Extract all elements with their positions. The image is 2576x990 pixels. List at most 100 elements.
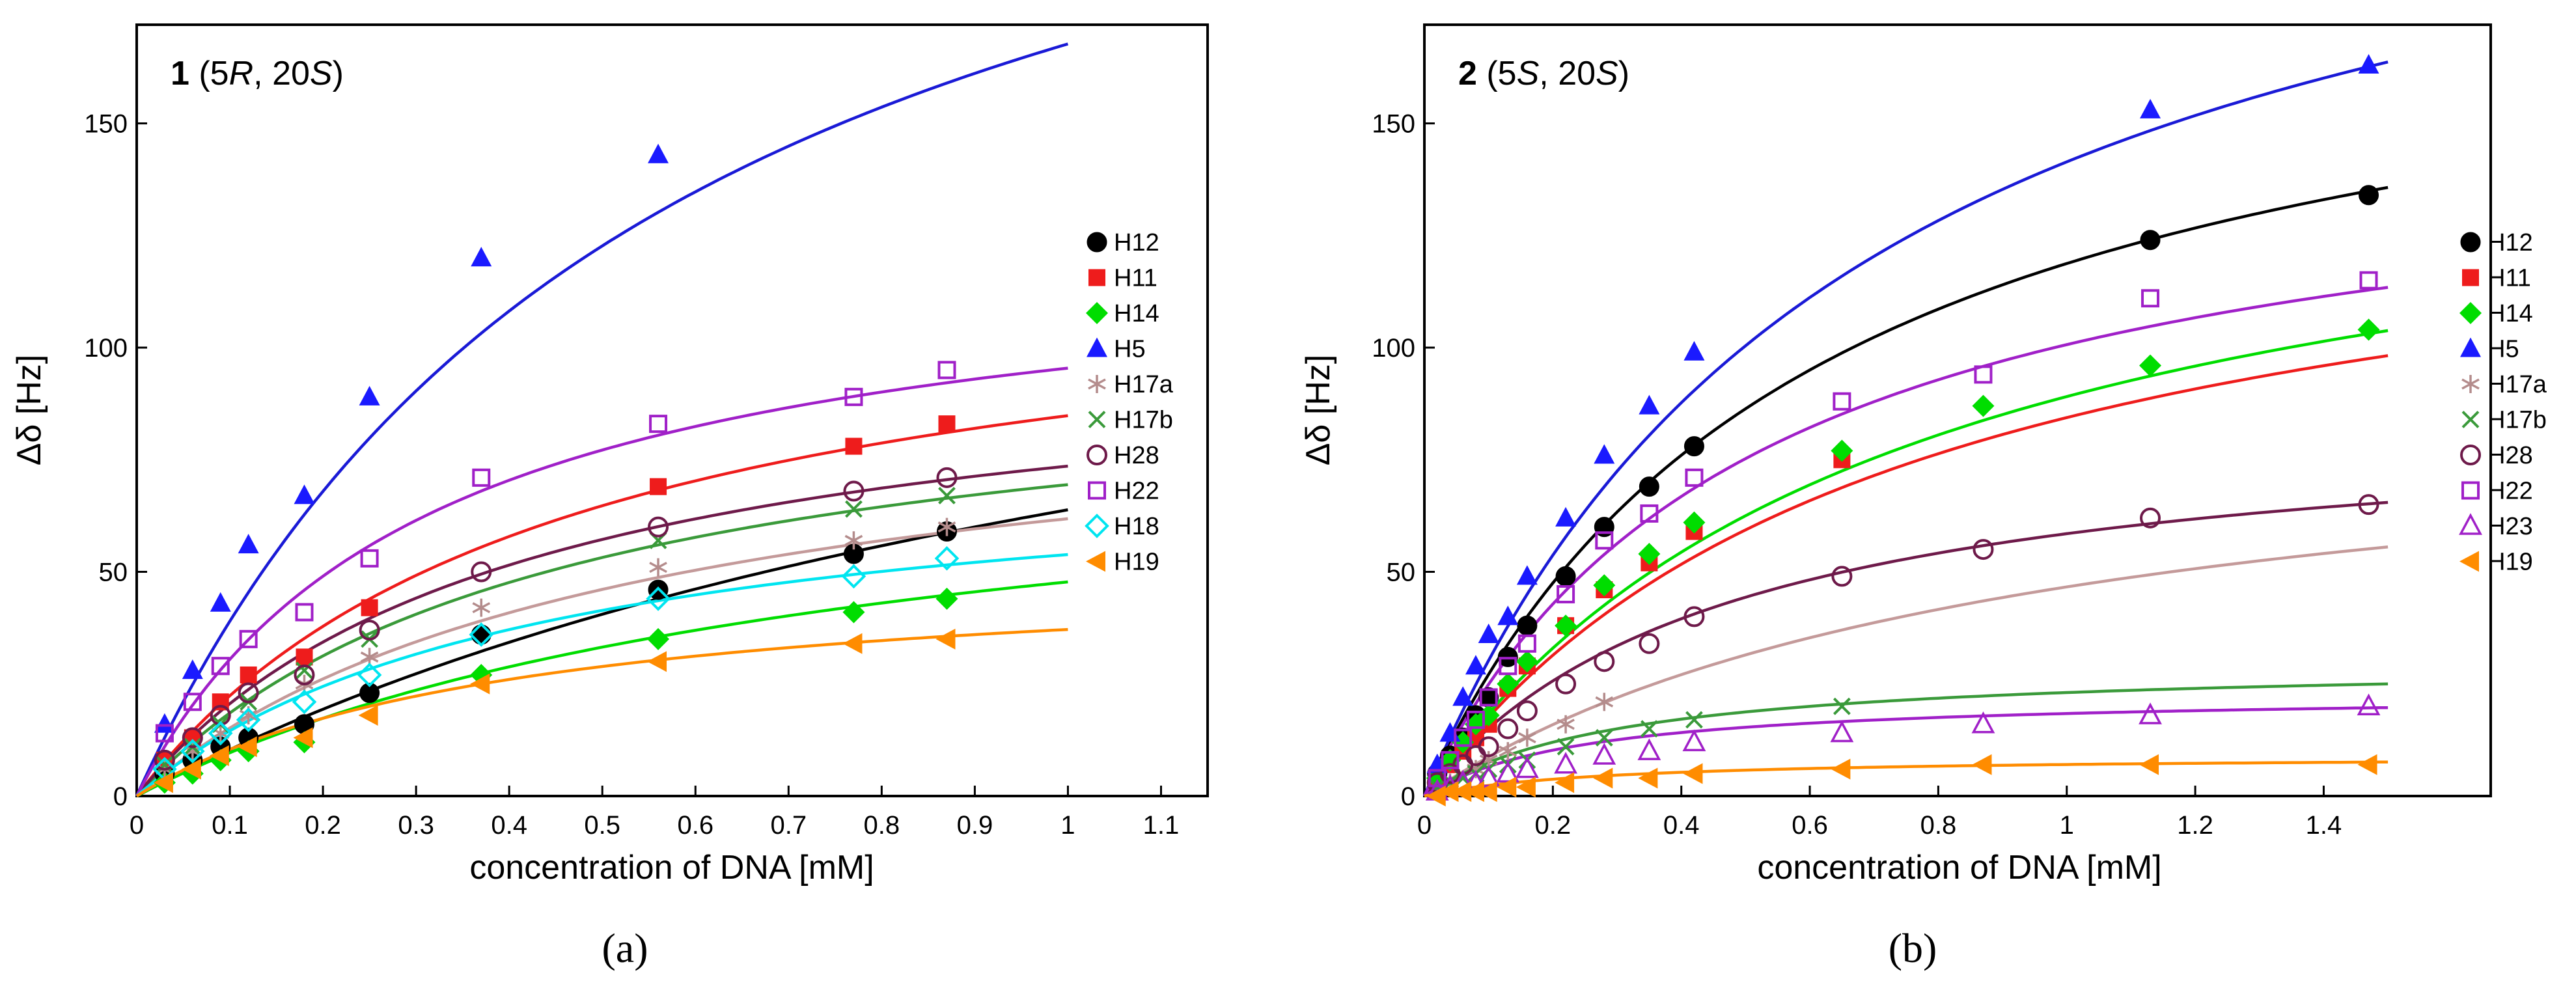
data-point-h5 xyxy=(238,534,259,554)
fit-curve-h5 xyxy=(135,42,1069,797)
data-point-h12 xyxy=(1517,615,1538,636)
data-point-h5 xyxy=(1465,655,1486,675)
data-point-h12 xyxy=(471,624,492,645)
data-point-h19 xyxy=(237,736,257,758)
data-point-h14 xyxy=(1593,574,1616,597)
data-point-h28 xyxy=(1497,718,1519,739)
legend-marker-h23 xyxy=(2459,513,2482,535)
data-point-h14 xyxy=(647,627,670,650)
data-point-h19 xyxy=(1497,777,1517,798)
data-point-h22 xyxy=(649,415,668,433)
data-point-h12 xyxy=(2359,185,2379,206)
x-tick-label: 0 xyxy=(130,811,144,840)
data-point-h14 xyxy=(1516,650,1538,673)
data-point-h19 xyxy=(842,633,863,654)
legend-marker-h5 xyxy=(1087,337,1107,357)
x-tick-label: 0.6 xyxy=(677,811,713,840)
data-point-h22 xyxy=(211,657,230,676)
data-point-h5 xyxy=(1516,565,1538,585)
legend-marker-h17b xyxy=(1088,411,1106,428)
data-point-h5 xyxy=(1555,506,1577,527)
data-point-h12 xyxy=(359,683,380,704)
data-point-h18 xyxy=(357,663,382,687)
fit-curve-h23 xyxy=(1423,706,2389,797)
y-axis-label-a: Δδ [Hz] xyxy=(10,355,48,466)
data-point-h22 xyxy=(2141,289,2160,308)
legend-a: H12 H11 H14 H5 H17a H17b H28 H22 H18 H19 xyxy=(1085,229,1174,576)
data-point-h17b xyxy=(1685,711,1703,729)
data-point-h14 xyxy=(2357,318,2380,341)
data-point-h12 xyxy=(1639,476,1659,497)
data-point-h17b xyxy=(1595,729,1613,747)
data-point-h17b xyxy=(1557,737,1575,756)
data-point-h19 xyxy=(1972,754,1992,775)
data-point-h19 xyxy=(293,727,313,749)
y-tick-label: 0 xyxy=(1401,782,1415,811)
legend-label-h17a: H17a xyxy=(2487,371,2547,398)
data-point-h17a xyxy=(1518,728,1536,747)
legend-b: H12 H11 H14 H5 H17a H17b H28 H22 H23 H19 xyxy=(2459,229,2547,576)
legend-label-h5: H5 xyxy=(1114,336,1146,363)
legend-label-h19: H19 xyxy=(2487,549,2533,576)
data-point-h14 xyxy=(935,587,958,610)
data-point-h19 xyxy=(1452,781,1472,803)
fit-curve-h17a xyxy=(135,517,1068,797)
panel-b: 0 0.2 0.4 0.6 0.8 1 1.2 1.4 0 50 100 150 2 (5S, 20… xyxy=(1299,23,2547,971)
data-point-h14 xyxy=(1497,672,1519,695)
fit-curve-h11 xyxy=(1423,354,2389,797)
data-point-h22 xyxy=(1557,584,1575,603)
data-point-h22 xyxy=(937,361,956,379)
data-point-h22 xyxy=(1595,531,1614,550)
data-point-h28 xyxy=(843,480,865,502)
legend-marker-h18 xyxy=(1085,514,1109,538)
fit-curve-h19 xyxy=(1424,760,2389,798)
data-point-h5 xyxy=(1452,686,1474,706)
data-point-h14 xyxy=(1555,614,1577,637)
data-point-h14 xyxy=(1638,542,1661,565)
data-point-h22 xyxy=(183,693,202,711)
data-point-h19 xyxy=(935,628,956,650)
plot-title-a: 1 (5R, 20S) xyxy=(171,55,344,92)
legend-label-h11: H11 xyxy=(1114,265,1157,292)
y-tick-label: 100 xyxy=(84,334,128,363)
x-axis-label-b: concentration of DNA [mM] xyxy=(1757,849,2161,887)
data-point-h23 xyxy=(1554,752,1578,774)
x-tick-label: 0.4 xyxy=(1663,811,1700,840)
data-point-h17b xyxy=(296,661,313,680)
data-point-h17a xyxy=(1557,715,1575,734)
x-tick-label: 0.6 xyxy=(1792,811,1828,840)
plot-frame-b xyxy=(1423,23,2492,797)
data-point-h19 xyxy=(1593,767,1613,789)
fit-curve-h18 xyxy=(135,553,1068,797)
data-point-h23 xyxy=(1830,720,1854,743)
fit-curve-h28 xyxy=(135,464,1068,797)
y-tick-label: 100 xyxy=(1372,334,1415,363)
data-point-h17a xyxy=(649,558,667,577)
data-point-h5 xyxy=(2140,98,2161,118)
data-point-h17a xyxy=(844,531,863,550)
data-point-h19 xyxy=(1831,758,1851,780)
legend-marker-h17a xyxy=(2461,375,2480,393)
data-point-h28 xyxy=(1594,651,1615,672)
data-point-h23 xyxy=(2357,693,2381,715)
data-point-h22 xyxy=(1833,392,1851,411)
data-point-h11 xyxy=(938,415,956,433)
legend-label-h22: H22 xyxy=(2487,478,2533,505)
legend-marker-h28 xyxy=(2460,445,2481,465)
x-tick-label: 0.4 xyxy=(491,811,527,840)
x-axis-label-a: concentration of DNA [mM] xyxy=(469,849,874,887)
x-tick-label: 0.7 xyxy=(770,811,807,840)
x-tick-label: 0.2 xyxy=(305,811,341,840)
legend-marker-h17a xyxy=(1088,375,1106,393)
legend-marker-h14 xyxy=(1086,302,1108,324)
legend-label-h19: H19 xyxy=(1114,549,1159,576)
data-point-h5 xyxy=(1639,394,1660,415)
data-point-h28 xyxy=(1683,606,1705,627)
data-point-h22 xyxy=(1454,728,1473,747)
plot-title-b: 2 (5S, 20S) xyxy=(1458,55,1629,92)
y-ticks-a: 0 50 100 150 xyxy=(84,110,147,811)
legend-marker-h14 xyxy=(2459,302,2482,324)
legend-label-h12: H12 xyxy=(2487,229,2533,256)
fit-curve-h22 xyxy=(1422,286,2389,797)
data-point-h28 xyxy=(2140,507,2161,529)
